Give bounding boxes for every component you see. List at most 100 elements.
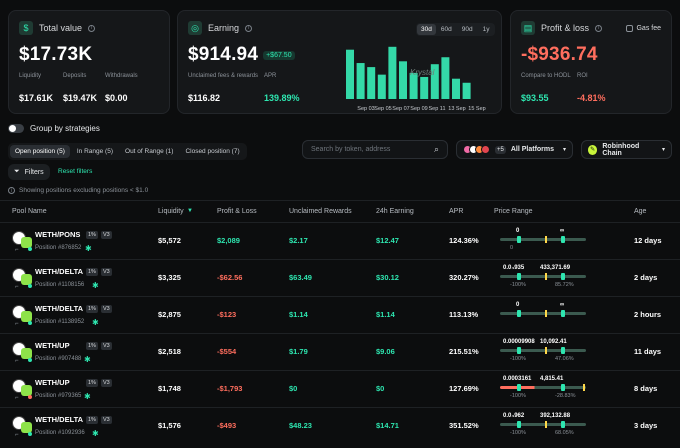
col-profit-loss[interactable]: Profit & Loss xyxy=(217,208,257,215)
withdrawals-value: $0.00 xyxy=(105,93,128,103)
pnl-value: -$62.56 xyxy=(217,273,243,282)
pool-name[interactable]: WETH/DELTA xyxy=(35,415,84,424)
platform-count: +5 xyxy=(495,145,506,154)
price-range-bar xyxy=(500,349,586,352)
earning-bar[interactable] xyxy=(346,49,354,99)
earning-bar[interactable] xyxy=(430,64,439,99)
position-id[interactable]: Position #1138952 xyxy=(35,319,85,325)
range-low: 0.0003161 xyxy=(503,376,532,382)
earning-apr-value: 139.89% xyxy=(264,93,300,103)
earning-bar[interactable] xyxy=(367,67,376,99)
range-min-marker xyxy=(517,273,521,280)
sort-desc-icon[interactable]: ▼ xyxy=(187,208,193,214)
total-value-values: $17.61K $19.47K $0.00 xyxy=(19,93,128,103)
chain-selector[interactable]: ✎ Robinhood Chain ▾ xyxy=(581,140,672,159)
table-row[interactable]: WETH/UP 1% V3 ⌐ Position #979365 ✱ $1,74… xyxy=(0,370,680,407)
position-id[interactable]: Position #1092936 xyxy=(35,430,85,436)
col-pool-name: Pool Name xyxy=(12,208,47,215)
earning-24h-value: $0 xyxy=(376,384,385,393)
table-row[interactable]: WETH/UP 1% V3 ⌐ Position #907488 ✱ $2,51… xyxy=(0,333,680,370)
table-row[interactable]: WETH/DELTA 1% V3 ⌐ Position #1138952 ✱ $… xyxy=(0,296,680,333)
earning-bar[interactable] xyxy=(452,78,460,99)
notice-text: Showing positions excluding positions < … xyxy=(19,187,149,194)
pool-name[interactable]: WETH/DELTA xyxy=(35,267,84,276)
period-1y[interactable]: 1y xyxy=(482,26,490,33)
search-box[interactable]: Search by token, address ⌕ xyxy=(302,140,448,159)
tab-out-of-range[interactable]: Out of Range (1) xyxy=(125,148,174,155)
liquidity-value: $2,875 xyxy=(158,310,181,319)
period-30d[interactable]: 30d xyxy=(417,24,436,35)
table-row[interactable]: WETH/DELTA 1% V3 ⌐ Position #1108156 ✱ $… xyxy=(0,259,680,296)
link-icon: ⌐ xyxy=(15,432,19,438)
gas-fee-toggle[interactable]: Gas fee xyxy=(626,24,661,32)
col-liquidity[interactable]: Liquidity xyxy=(158,208,184,215)
earning-bar[interactable] xyxy=(388,46,397,99)
filters-button[interactable]: ⏷ Filters xyxy=(8,164,50,180)
col-apr[interactable]: APR xyxy=(449,208,464,215)
range-high: 10,092.41 xyxy=(540,339,567,345)
earning-bar[interactable] xyxy=(441,57,450,99)
in-range-dot xyxy=(28,358,32,362)
period-60d[interactable]: 60d xyxy=(440,26,452,33)
link-icon: ⌐ xyxy=(15,395,19,401)
earning-bar[interactable] xyxy=(399,61,407,99)
filter-icon: ⏷ xyxy=(14,168,20,175)
range-low: 0.00009908 xyxy=(503,339,535,345)
table-row[interactable]: WETH/DELTA 1% V3 ⌐ Position #1092936 ✱ $… xyxy=(0,407,680,444)
gas-fee-label: Gas fee xyxy=(636,24,661,32)
position-id[interactable]: Position #876852 xyxy=(35,245,82,251)
pool-name[interactable]: WETH/DELTA xyxy=(35,304,84,313)
pool-name[interactable]: WETH/UP xyxy=(35,341,70,350)
reset-filters-link[interactable]: Reset filters xyxy=(58,168,93,175)
age-value: 2 days xyxy=(634,273,658,282)
roi-value: -4.81% xyxy=(577,93,606,103)
table-row[interactable]: WETH/PONS 1% V3 ⌐ Position #876852 ✱ $5,… xyxy=(0,222,680,259)
gas-fee-checkbox[interactable] xyxy=(626,24,634,32)
x-tick-label: 13 Sep xyxy=(448,106,465,112)
apr-label: APR xyxy=(264,73,277,79)
pnl-value: $2,089 xyxy=(217,236,240,245)
group-by-strategies[interactable]: Group by strategies xyxy=(8,124,100,133)
position-id[interactable]: Position #907488 xyxy=(35,356,82,362)
period-90d[interactable]: 90d xyxy=(461,26,473,33)
earning-bar[interactable] xyxy=(409,72,418,99)
fee-tier-badge: 1% xyxy=(86,305,98,313)
info-icon[interactable]: i xyxy=(88,24,96,32)
earning-bar[interactable] xyxy=(356,63,365,99)
earning-24h-value: $12.47 xyxy=(376,236,399,245)
platform-icon: ✱ xyxy=(84,355,91,364)
deposits-label: Deposits xyxy=(63,73,87,79)
position-id[interactable]: Position #979365 xyxy=(35,393,82,399)
token-pair-icon xyxy=(21,385,32,396)
group-toggle[interactable] xyxy=(8,124,24,133)
pool-name[interactable]: WETH/PONS xyxy=(35,230,81,239)
token-pair-icon xyxy=(21,348,32,359)
earning-bar[interactable] xyxy=(462,82,471,99)
tab-in-range[interactable]: In Range (5) xyxy=(76,148,114,155)
pnl-value: -$1,793 xyxy=(217,384,243,393)
total-value-title: Total value xyxy=(39,23,83,33)
version-badge: V3 xyxy=(101,305,112,313)
link-icon: ⌐ xyxy=(15,358,19,364)
liquidity-label: Liquidity xyxy=(19,73,42,79)
col-age[interactable]: Age xyxy=(634,208,647,215)
pnl-labels: Compare to HODL ROI xyxy=(521,73,588,79)
earning-bar[interactable] xyxy=(420,76,429,99)
info-icon[interactable]: i xyxy=(595,24,603,32)
unclaimed-value: $63.49 xyxy=(289,273,312,282)
tab-closed-position[interactable]: Closed position (7) xyxy=(185,148,240,155)
position-id[interactable]: Position #1108156 xyxy=(35,282,85,288)
pool-name[interactable]: WETH/UP xyxy=(35,378,70,387)
earning-24h-value: $30.12 xyxy=(376,273,399,282)
hodl-value: $93.55 xyxy=(521,93,549,103)
platform-filter[interactable]: +5 All Platforms ▾ xyxy=(456,140,573,159)
tab-open-position[interactable]: Open position (5) xyxy=(10,145,70,158)
col-24h-earning[interactable]: 24h Earning xyxy=(376,208,414,215)
liquidity-value: $1,748 xyxy=(158,384,181,393)
info-icon[interactable]: i xyxy=(245,24,253,32)
earning-bar[interactable] xyxy=(377,74,386,99)
period-selector: 30d 60d 90d 1y xyxy=(416,23,496,36)
platform-label: All Platforms xyxy=(510,146,555,153)
price-range-bar xyxy=(500,275,586,278)
col-unclaimed-rewards[interactable]: Unclaimed Rewards xyxy=(289,208,352,215)
